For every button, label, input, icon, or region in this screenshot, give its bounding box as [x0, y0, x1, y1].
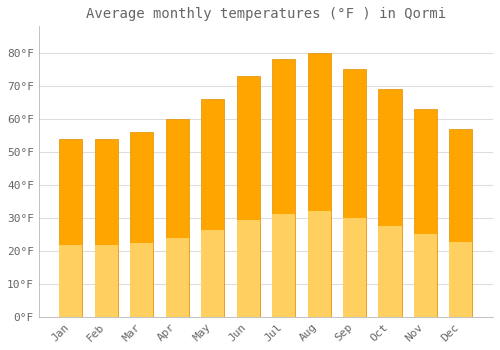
Bar: [272, 214, 295, 317]
Bar: [450, 241, 472, 317]
Title: Average monthly temperatures (°F ) in Qormi: Average monthly temperatures (°F ) in Qo…: [86, 7, 446, 21]
Bar: [166, 238, 189, 317]
Bar: [166, 119, 189, 317]
Bar: [60, 245, 82, 317]
Bar: [201, 230, 224, 317]
Bar: [95, 245, 118, 317]
Bar: [236, 76, 260, 317]
Bar: [378, 89, 402, 317]
Bar: [450, 128, 472, 317]
Bar: [95, 139, 118, 317]
Bar: [130, 132, 154, 317]
Bar: [414, 109, 437, 317]
Bar: [201, 99, 224, 317]
Bar: [414, 233, 437, 317]
Bar: [343, 69, 366, 317]
Bar: [130, 243, 154, 317]
Bar: [236, 220, 260, 317]
Bar: [343, 218, 366, 317]
Bar: [60, 139, 82, 317]
Bar: [308, 53, 330, 317]
Bar: [272, 59, 295, 317]
Bar: [378, 226, 402, 317]
Bar: [308, 211, 330, 317]
